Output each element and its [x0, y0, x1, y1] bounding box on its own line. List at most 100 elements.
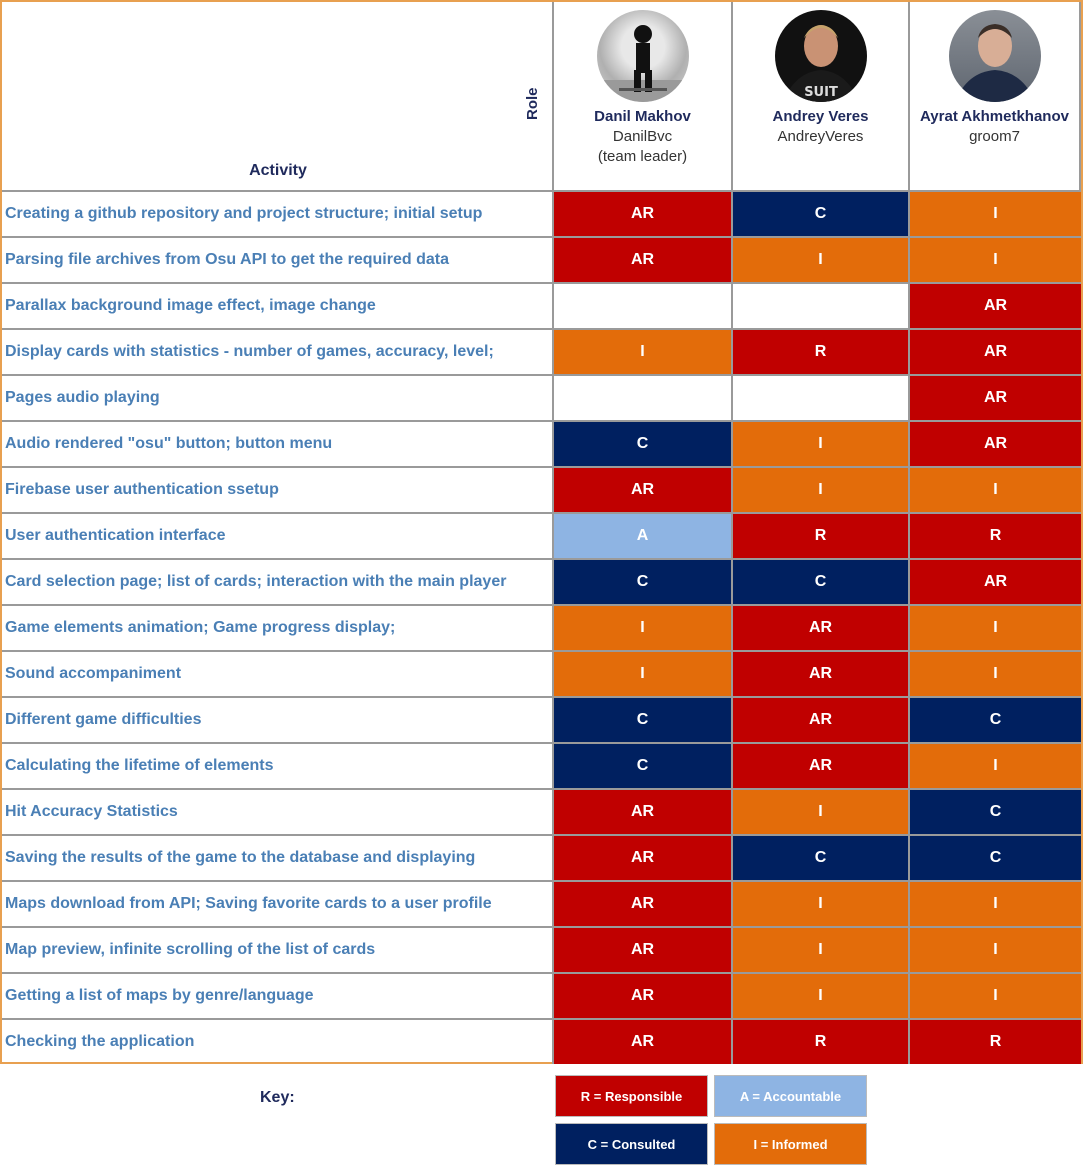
- role-cell: C: [733, 192, 910, 236]
- role-cell: I: [910, 468, 1081, 512]
- activity-cell: Checking the application: [2, 1020, 554, 1064]
- role-cell: [554, 376, 733, 420]
- role-cell: I: [733, 790, 910, 834]
- table-row: Display cards with statistics - number o…: [2, 328, 1081, 374]
- role-cell: AR: [554, 974, 733, 1018]
- person-username: groom7: [969, 128, 1020, 145]
- role-cell: C: [910, 836, 1081, 880]
- role-cell: C: [554, 560, 733, 604]
- role-cell: A: [554, 514, 733, 558]
- table-row: Pages audio playing AR: [2, 374, 1081, 420]
- person-silhouette-icon: [596, 25, 689, 102]
- role-cell: AR: [554, 192, 733, 236]
- role-cell: I: [733, 468, 910, 512]
- activity-cell: Saving the results of the game to the da…: [2, 836, 554, 880]
- table-row: Audio rendered "osu" button; button menu…: [2, 420, 1081, 466]
- activity-column-label: Activity: [249, 162, 307, 179]
- activity-header: Activity Role: [2, 2, 554, 190]
- activity-cell: Audio rendered "osu" button; button menu: [2, 422, 554, 466]
- key-label: Key:: [260, 1089, 295, 1106]
- person-name: Ayrat Akhmetkhanov: [920, 108, 1069, 125]
- raci-matrix: Activity Role Danil Makhov DanilBvc (tea…: [0, 0, 1083, 1064]
- person-username: DanilBvc: [612, 128, 673, 145]
- role-cell: AR: [910, 560, 1081, 604]
- svg-text:SUIT: SUIT: [804, 85, 838, 100]
- activity-cell: Map preview, infinite scrolling of the l…: [2, 928, 554, 972]
- table-row: Checking the application AR R R: [2, 1018, 1081, 1064]
- table-row: Game elements animation; Game progress d…: [2, 604, 1081, 650]
- activity-cell: Firebase user authentication ssetup: [2, 468, 554, 512]
- table-row: Different game difficulties C AR C: [2, 696, 1081, 742]
- role-cell: AR: [910, 422, 1081, 466]
- key-consulted: C = Consulted: [555, 1123, 708, 1165]
- avatar-andrey: SUIT: [774, 10, 867, 102]
- activity-cell: Creating a github repository and project…: [2, 192, 554, 236]
- role-cell: C: [733, 836, 910, 880]
- role-cell: AR: [910, 376, 1081, 420]
- role-cell: C: [554, 744, 733, 788]
- role-cell: I: [733, 974, 910, 1018]
- role-cell: [733, 284, 910, 328]
- person-note: (team leader): [597, 148, 688, 165]
- role-cell: AR: [554, 790, 733, 834]
- key-informed: I = Informed: [714, 1123, 867, 1165]
- activity-cell: Sound accompaniment: [2, 652, 554, 696]
- role-cell: C: [910, 698, 1081, 742]
- role-cell: [733, 376, 910, 420]
- role-cell: C: [910, 790, 1081, 834]
- person-name: Andrey Veres: [772, 108, 869, 125]
- table-row: Sound accompaniment I AR I: [2, 650, 1081, 696]
- activity-cell: Card selection page; list of cards; inte…: [2, 560, 554, 604]
- activity-cell: Parallax background image effect, image …: [2, 284, 554, 328]
- key-responsible: R = Responsible: [555, 1075, 708, 1117]
- person-header-ayrat: Ayrat Akhmetkhanov groom7: [910, 2, 1081, 190]
- role-cell: R: [733, 330, 910, 374]
- table-row: Hit Accuracy Statistics AR I C: [2, 788, 1081, 834]
- role-cell: AR: [554, 238, 733, 282]
- role-cell: AR: [554, 468, 733, 512]
- activity-cell: Pages audio playing: [2, 376, 554, 420]
- role-cell: I: [733, 238, 910, 282]
- table-row: Calculating the lifetime of elements C AR I: [2, 742, 1081, 788]
- table-row: Parsing file archives from Osu API to ge…: [2, 236, 1081, 282]
- avatar-danil: [596, 10, 689, 102]
- role-cell: I: [733, 422, 910, 466]
- table-row: Parallax background image effect, image …: [2, 282, 1081, 328]
- role-cell: I: [910, 882, 1081, 926]
- role-cell: I: [554, 652, 733, 696]
- person-header-andrey: SUIT Andrey Veres AndreyVeres: [733, 2, 910, 190]
- role-cell: AR: [910, 330, 1081, 374]
- activity-cell: Hit Accuracy Statistics: [2, 790, 554, 834]
- role-cell: R: [733, 514, 910, 558]
- role-cell: C: [554, 422, 733, 466]
- role-cell: AR: [554, 836, 733, 880]
- role-cell: AR: [910, 284, 1081, 328]
- activity-cell: Getting a list of maps by genre/language: [2, 974, 554, 1018]
- role-cell: I: [910, 652, 1081, 696]
- role-cell: I: [910, 744, 1081, 788]
- table-row: Creating a github repository and project…: [2, 190, 1081, 236]
- role-cell: [554, 284, 733, 328]
- person-username: AndreyVeres: [777, 128, 864, 145]
- table-row: Card selection page; list of cards; inte…: [2, 558, 1081, 604]
- avatar-ayrat: [948, 10, 1041, 102]
- role-cell: I: [910, 974, 1081, 1018]
- key-accountable: A = Accountable: [714, 1075, 867, 1117]
- role-cell: I: [733, 928, 910, 972]
- role-cell: C: [554, 698, 733, 742]
- role-cell: I: [733, 882, 910, 926]
- role-cell: I: [910, 606, 1081, 650]
- role-cell: AR: [554, 882, 733, 926]
- role-cell: I: [910, 238, 1081, 282]
- role-cell: AR: [733, 698, 910, 742]
- person-portrait-icon: [954, 24, 1035, 102]
- activity-cell: Display cards with statistics - number o…: [2, 330, 554, 374]
- activity-cell: Calculating the lifetime of elements: [2, 744, 554, 788]
- role-cell: AR: [733, 652, 910, 696]
- role-cell: AR: [733, 744, 910, 788]
- activity-cell: Maps download from API; Saving favorite …: [2, 882, 554, 926]
- person-portrait-icon: SUIT: [782, 25, 859, 102]
- role-cell: C: [733, 560, 910, 604]
- role-cell: R: [910, 514, 1081, 558]
- table-row: Saving the results of the game to the da…: [2, 834, 1081, 880]
